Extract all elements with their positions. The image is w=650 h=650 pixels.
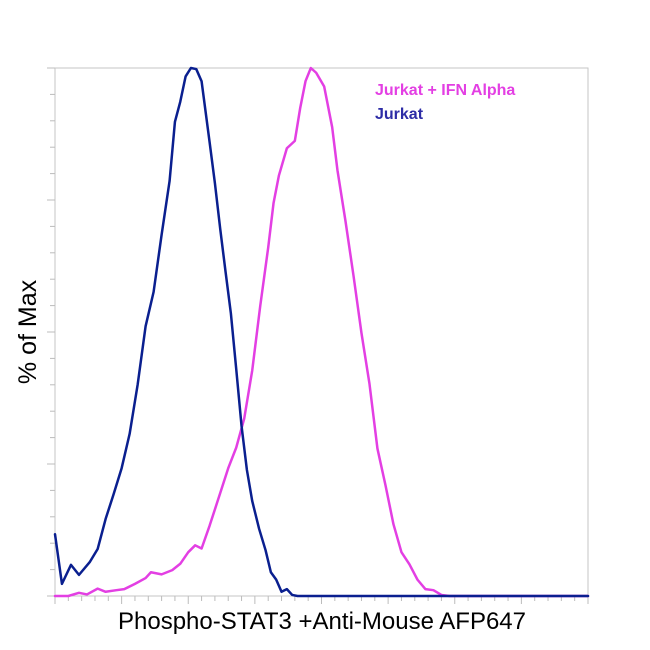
legend-item-jurkat-ifn-alpha: Jurkat + IFN Alpha (375, 82, 515, 99)
series-layer (53, 66, 590, 598)
y-axis-ticks (47, 67, 55, 597)
legend-item-jurkat: Jurkat (375, 106, 424, 123)
series-line-jurkat-ifn-alpha (53, 66, 590, 598)
series-line-jurkat (53, 66, 590, 598)
plot-frame (54, 67, 589, 597)
y-axis-label: % of Max (14, 279, 42, 384)
x-axis-label: Phospho-STAT3 +Anti-Mouse AFP647 (118, 608, 526, 635)
